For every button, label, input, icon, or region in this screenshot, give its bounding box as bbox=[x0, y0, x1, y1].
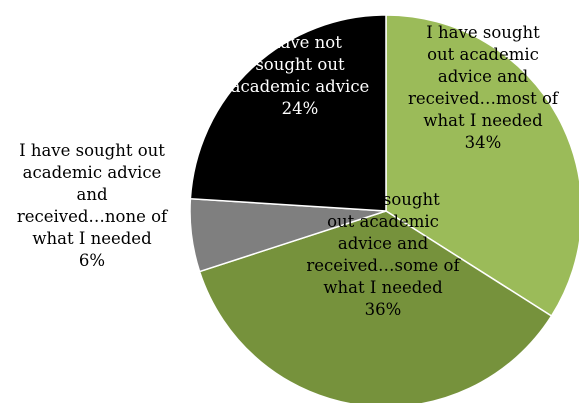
slice-label-line: sought out bbox=[255, 55, 345, 74]
slice-label-line: what I needed bbox=[32, 229, 152, 248]
slice-label-1: I have sought out academic advice and recei… bbox=[408, 23, 560, 152]
slice-label-4: I have not sought out academic advice 24% bbox=[231, 33, 370, 118]
slice-label-line: advice and bbox=[338, 234, 429, 253]
slice-label-line: received…some of bbox=[306, 256, 461, 275]
slice-label-line: out academic bbox=[327, 212, 439, 231]
slice-label-line: what I needed bbox=[323, 278, 443, 297]
slice-label-line: 34% bbox=[465, 133, 502, 152]
slice-label-3: I have sought out academic advice and recei… bbox=[17, 141, 169, 270]
slice-label-line: I have sought bbox=[426, 23, 540, 42]
slice-label-line: 6% bbox=[79, 251, 105, 270]
slice-label-line: I have sought out bbox=[19, 141, 165, 160]
slice-label-line: 36% bbox=[365, 300, 402, 319]
slice-label-line: 24% bbox=[282, 99, 319, 118]
slice-label-line: academic advice bbox=[231, 77, 370, 96]
slice-label-line: I have not bbox=[258, 33, 342, 52]
slice-label-line: advice and bbox=[438, 67, 529, 86]
slice-label-line: I have sought bbox=[326, 190, 440, 209]
slice-label-line: and bbox=[76, 185, 107, 204]
slice-label-line: academic advice bbox=[23, 163, 162, 182]
slice-label-line: what I needed bbox=[423, 111, 543, 130]
slice-label-line: out academic bbox=[427, 45, 539, 64]
pie-slice-2 bbox=[198, 210, 553, 403]
pie-slice-4 bbox=[189, 14, 387, 212]
slice-label-line: received…most of bbox=[408, 89, 560, 108]
slice-label-line: received…none of bbox=[17, 207, 169, 226]
slice-label-2: I have sought out academic advice and recei… bbox=[306, 190, 461, 319]
